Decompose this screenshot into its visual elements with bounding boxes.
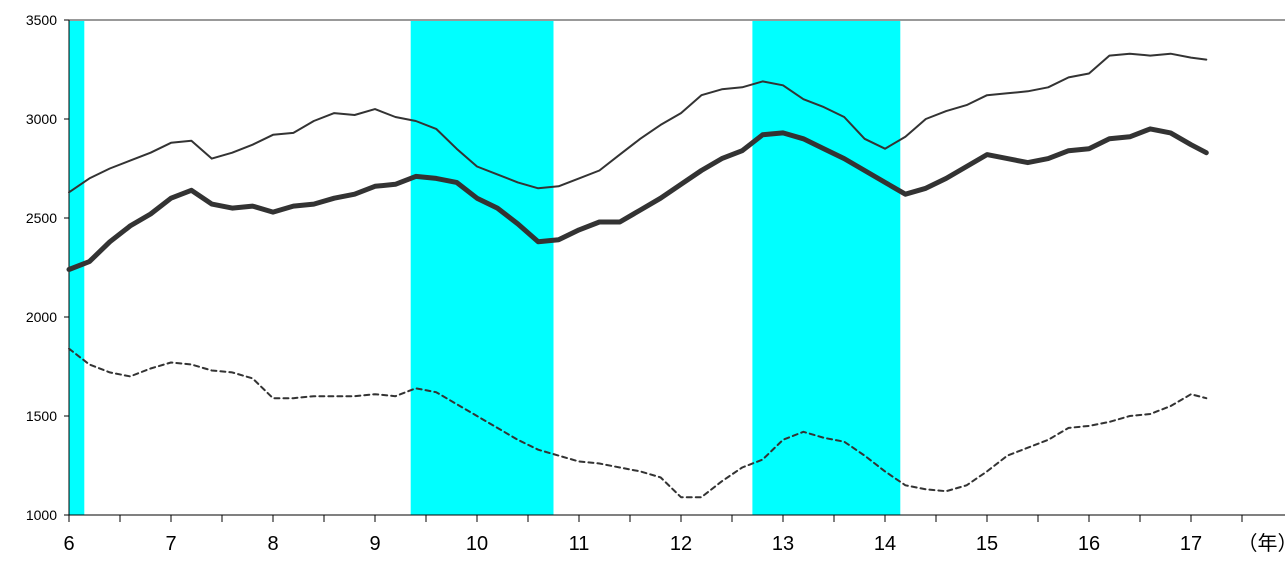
x-tick-label: 16	[1078, 533, 1100, 555]
chart-frame	[68, 19, 1285, 516]
series-line-thin-solid	[68, 52, 1208, 194]
x-unit-label: （年）	[1238, 532, 1285, 555]
x-tick-label: 9	[369, 533, 380, 555]
y-tick-label: 2000	[26, 309, 57, 325]
y-tick-label: 1000	[26, 507, 57, 523]
recession-band-1	[410, 20, 554, 515]
x-tick-label: 8	[267, 533, 278, 555]
x-tick-label: 17	[1180, 533, 1202, 555]
x-tick-label: 15	[976, 533, 998, 555]
x-tick-label: 12	[670, 533, 692, 555]
x-tick-label: 14	[874, 533, 896, 555]
x-axis: 6 7 8 9 10 11 12 13 14 15 16 17	[63, 515, 1243, 555]
y-tick-label: 1500	[26, 408, 57, 424]
y-tick-label: 2500	[26, 210, 57, 226]
series-line-thick-solid	[66, 126, 1209, 272]
recession-bands	[69, 20, 901, 515]
x-tick-label: 7	[165, 533, 176, 555]
x-tick-label: 11	[569, 533, 590, 555]
x-tick-label: 13	[772, 533, 794, 555]
y-axis: 1000 1500 2000 2500 3000 3500	[26, 12, 69, 523]
x-tick-label: 10	[466, 533, 488, 555]
recession-band-2	[752, 20, 901, 515]
y-tick-label: 3000	[26, 111, 57, 127]
series-line-dashed	[68, 347, 1208, 499]
series-lines	[66, 52, 1209, 499]
x-tick-label: 6	[63, 533, 74, 555]
y-tick-label: 3500	[26, 12, 57, 28]
